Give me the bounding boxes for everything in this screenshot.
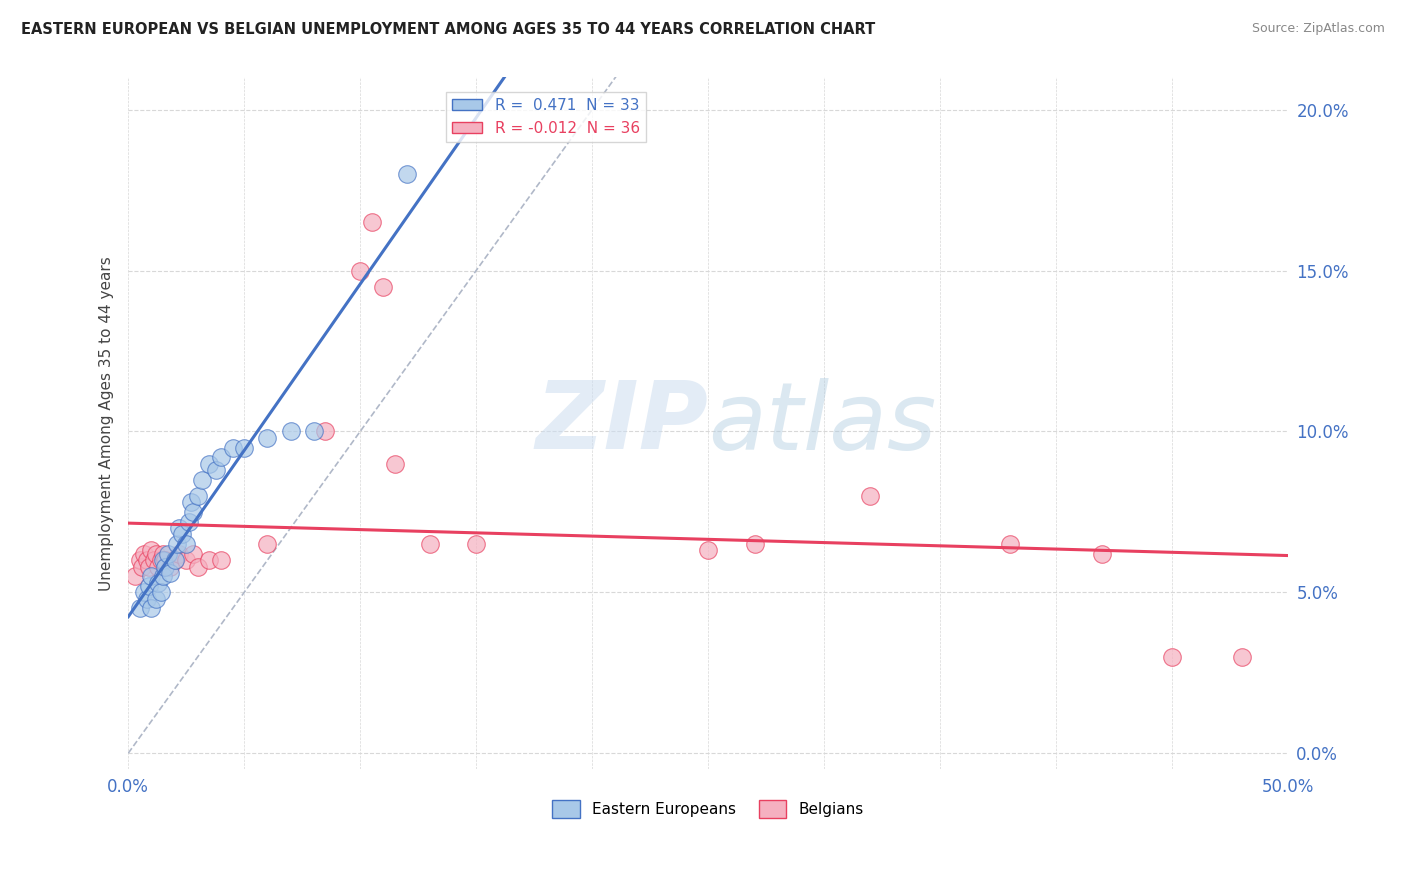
Text: EASTERN EUROPEAN VS BELGIAN UNEMPLOYMENT AMONG AGES 35 TO 44 YEARS CORRELATION C: EASTERN EUROPEAN VS BELGIAN UNEMPLOYMENT… xyxy=(21,22,876,37)
Point xyxy=(138,559,160,574)
Text: ZIP: ZIP xyxy=(536,377,709,469)
Point xyxy=(156,547,179,561)
Point xyxy=(256,537,278,551)
Point xyxy=(134,585,156,599)
Point xyxy=(187,489,209,503)
Point xyxy=(314,425,336,439)
Point xyxy=(181,505,204,519)
Point xyxy=(177,515,200,529)
Point xyxy=(209,553,232,567)
Point xyxy=(174,553,197,567)
Point xyxy=(149,585,172,599)
Point xyxy=(280,425,302,439)
Point xyxy=(859,489,882,503)
Legend: Eastern Europeans, Belgians: Eastern Europeans, Belgians xyxy=(546,794,870,824)
Point xyxy=(209,450,232,465)
Point xyxy=(1230,649,1253,664)
Point xyxy=(142,553,165,567)
Point xyxy=(180,495,202,509)
Point xyxy=(256,431,278,445)
Point xyxy=(152,547,174,561)
Point xyxy=(187,559,209,574)
Point xyxy=(465,537,488,551)
Point xyxy=(149,553,172,567)
Point xyxy=(138,579,160,593)
Point xyxy=(124,569,146,583)
Text: Source: ZipAtlas.com: Source: ZipAtlas.com xyxy=(1251,22,1385,36)
Point xyxy=(163,553,186,567)
Point xyxy=(373,279,395,293)
Text: atlas: atlas xyxy=(709,378,936,469)
Point xyxy=(145,547,167,561)
Point xyxy=(697,543,720,558)
Point xyxy=(744,537,766,551)
Point xyxy=(128,553,150,567)
Point xyxy=(155,559,177,574)
Point xyxy=(221,441,243,455)
Point xyxy=(155,553,177,567)
Point xyxy=(174,537,197,551)
Y-axis label: Unemployment Among Ages 35 to 44 years: Unemployment Among Ages 35 to 44 years xyxy=(100,256,114,591)
Point xyxy=(131,559,153,574)
Point xyxy=(170,527,193,541)
Point xyxy=(166,537,188,551)
Point xyxy=(181,547,204,561)
Point xyxy=(135,553,157,567)
Point xyxy=(395,167,418,181)
Point xyxy=(148,559,170,574)
Point xyxy=(152,553,174,567)
Point xyxy=(163,553,186,567)
Point xyxy=(233,441,256,455)
Point xyxy=(191,473,214,487)
Point xyxy=(169,547,191,561)
Point xyxy=(145,591,167,606)
Point xyxy=(349,263,371,277)
Point xyxy=(419,537,441,551)
Point xyxy=(360,215,382,229)
Point xyxy=(1091,547,1114,561)
Point xyxy=(159,559,181,574)
Point xyxy=(141,601,163,615)
Point xyxy=(198,553,221,567)
Point xyxy=(1161,649,1184,664)
Point xyxy=(134,547,156,561)
Point xyxy=(141,543,163,558)
Point xyxy=(159,566,181,580)
Point xyxy=(302,425,325,439)
Point xyxy=(169,521,191,535)
Point xyxy=(141,569,163,583)
Point xyxy=(128,601,150,615)
Point xyxy=(998,537,1021,551)
Point xyxy=(384,457,406,471)
Point xyxy=(205,463,228,477)
Point xyxy=(152,569,174,583)
Point xyxy=(198,457,221,471)
Point xyxy=(148,575,170,590)
Point xyxy=(135,591,157,606)
